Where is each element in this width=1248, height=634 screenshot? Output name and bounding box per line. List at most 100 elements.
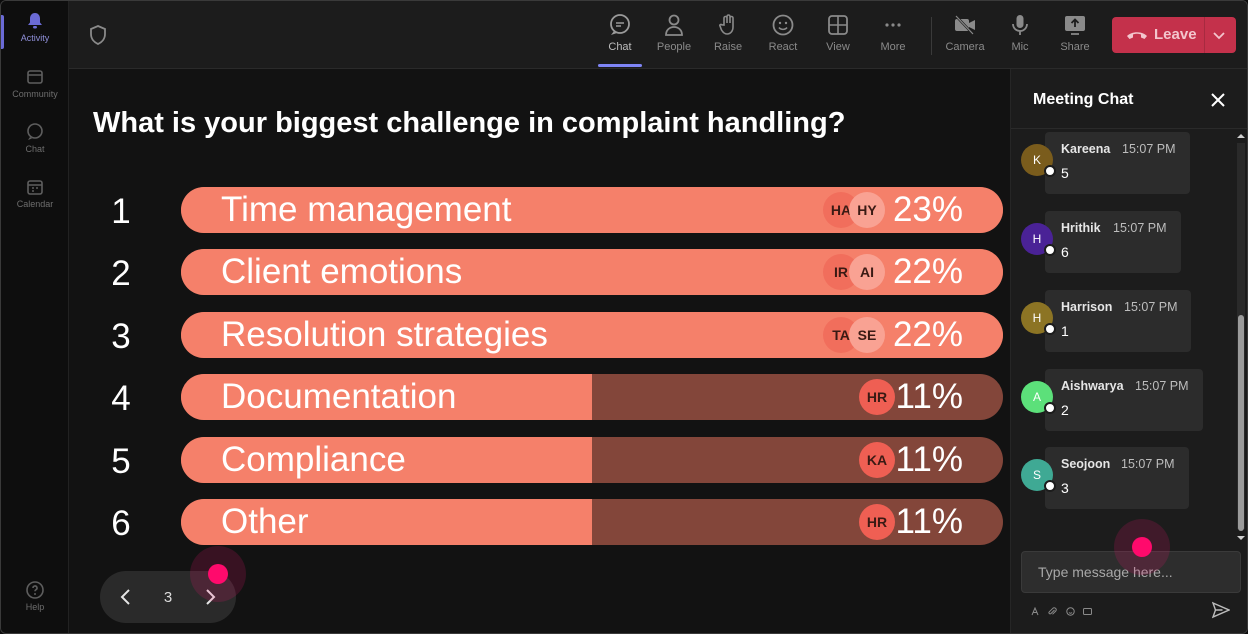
rail-item-label: Help: [25, 602, 45, 612]
presence-indicator: [1044, 480, 1056, 492]
people-button[interactable]: People: [650, 11, 698, 61]
message-text: 3: [1061, 480, 1069, 496]
message-time: 15:07 PM: [1113, 221, 1167, 235]
format-icon[interactable]: [1031, 603, 1040, 616]
compose-toolbar: [1031, 603, 1096, 616]
leave-button[interactable]: Leave: [1112, 17, 1236, 53]
rail-item-label: Community: [12, 89, 58, 99]
chevron-down-icon[interactable]: [1212, 28, 1226, 42]
message-bubble: Aishwarya 15:07 PM 2: [1045, 369, 1203, 431]
rail-item-chat[interactable]: Chat: [1, 122, 69, 154]
react-button[interactable]: React: [759, 11, 807, 61]
share-button-label: Share: [1060, 41, 1090, 53]
voter-avatar: SE: [849, 317, 885, 353]
chat-button[interactable]: Chat: [596, 11, 644, 67]
gif-icon[interactable]: [1083, 603, 1093, 615]
scroll-up-arrow-icon[interactable]: [1236, 131, 1246, 141]
chat-message[interactable]: Hrithik 15:07 PM 6 H: [1021, 211, 1211, 275]
chat-header: Meeting Chat: [1011, 69, 1247, 129]
chat-icon: [610, 14, 630, 35]
emoji-icon[interactable]: [1066, 603, 1075, 616]
presence-indicator: [1044, 165, 1056, 177]
message-compose-box[interactable]: [1021, 551, 1241, 593]
meeting-toolbar: Chat People Raise React View More Camera: [69, 1, 1247, 69]
message-text: 1: [1061, 323, 1069, 339]
raise-hand-label: Raise: [713, 41, 743, 53]
option-number: 3: [111, 317, 131, 356]
option-percent: 11%: [895, 502, 963, 541]
poll-option-row: 1 Time management 23% HA HY: [69, 187, 1010, 235]
message-bubble: Kareena 15:07 PM 5: [1045, 132, 1190, 194]
chat-title: Meeting Chat: [1033, 91, 1134, 108]
rail-item-activity[interactable]: Activity: [1, 11, 69, 49]
grid-view-icon: [828, 15, 848, 35]
message-sender: Aishwarya: [1061, 379, 1124, 393]
camera-off-icon: [955, 15, 975, 35]
app-rail: Activity Community Chat Calendar Help: [1, 1, 69, 633]
send-icon[interactable]: [1212, 601, 1230, 619]
mic-button[interactable]: Mic: [996, 11, 1044, 61]
people-button-label: People: [656, 41, 692, 53]
poll-option-row: 4 Documentation 11% HR: [69, 374, 1010, 422]
message-time: 15:07 PM: [1122, 142, 1176, 156]
message-time: 15:07 PM: [1135, 379, 1189, 393]
more-button[interactable]: More: [869, 11, 917, 61]
view-button[interactable]: View: [814, 11, 862, 61]
rail-item-calendar[interactable]: Calendar: [1, 177, 69, 209]
share-button[interactable]: Share: [1051, 11, 1099, 61]
hang-up-icon: [1127, 32, 1147, 39]
presentation-stage: What is your biggest challenge in compla…: [69, 69, 1010, 633]
option-label: Documentation: [221, 377, 457, 416]
chat-message[interactable]: Harrison 15:07 PM 1 H: [1021, 290, 1211, 354]
rail-item-help[interactable]: Help: [1, 580, 69, 612]
rail-item-community[interactable]: Community: [1, 67, 69, 99]
meeting-chat-panel: Meeting Chat Kareena 15:07 PM 5 K Hrithik 15:…: [1010, 69, 1247, 633]
camera-button[interactable]: Camera: [941, 11, 989, 61]
option-label: Client emotions: [221, 252, 463, 291]
option-label: Other: [221, 502, 309, 541]
mic-button-label: Mic: [1011, 41, 1029, 53]
chat-message[interactable]: Aishwarya 15:07 PM 2 A: [1021, 369, 1211, 433]
result-bar: Client emotions 22% IR AI: [181, 249, 1003, 295]
voter-avatar: AI: [849, 254, 885, 290]
chat-message[interactable]: Kareena 15:07 PM 5 K: [1021, 132, 1211, 196]
attach-icon[interactable]: [1048, 603, 1058, 615]
message-input[interactable]: [1022, 552, 1240, 592]
community-icon: [27, 70, 43, 84]
message-sender: Hrithik: [1061, 221, 1101, 235]
result-bar-fill: [181, 374, 592, 420]
scroll-down-arrow-icon[interactable]: [1236, 533, 1246, 543]
view-button-label: View: [826, 41, 850, 53]
chevron-left-icon[interactable]: [116, 587, 136, 607]
voter-avatar: HR: [859, 379, 895, 415]
presence-indicator: [1044, 402, 1056, 414]
raise-hand-button[interactable]: Raise: [704, 11, 752, 61]
chat-button-label: Chat: [608, 41, 632, 53]
poll-option-row: 6 Other 11% HR: [69, 499, 1010, 547]
result-bar: Other 11% HR: [181, 499, 1003, 545]
option-percent: 23%: [892, 190, 963, 229]
option-number: 1: [111, 192, 131, 231]
people-icon: [665, 14, 683, 36]
calendar-icon: [27, 180, 43, 195]
result-bar-fill: [181, 437, 592, 483]
chevron-right-icon[interactable]: [200, 587, 220, 607]
close-icon[interactable]: [1209, 91, 1227, 109]
option-number: 6: [111, 504, 131, 543]
scrollbar-thumb[interactable]: [1238, 315, 1244, 531]
voter-avatar: HR: [859, 504, 895, 540]
message-time: 15:07 PM: [1124, 300, 1178, 314]
presence-indicator: [1044, 244, 1056, 256]
shield-icon[interactable]: [89, 25, 107, 45]
page-number: 3: [163, 589, 173, 606]
more-dots-icon: [885, 23, 901, 27]
poll-question: What is your biggest challenge in compla…: [93, 107, 846, 139]
option-number: 2: [111, 254, 131, 293]
chat-message[interactable]: Seojoon 15:07 PM 3 S: [1021, 447, 1211, 511]
poll-option-row: 3 Resolution strategies 22% TA SE: [69, 312, 1010, 360]
option-label: Time management: [221, 190, 512, 229]
option-percent: 22%: [892, 315, 963, 354]
option-number: 4: [111, 379, 131, 418]
chat-scrollbar[interactable]: [1235, 131, 1247, 543]
